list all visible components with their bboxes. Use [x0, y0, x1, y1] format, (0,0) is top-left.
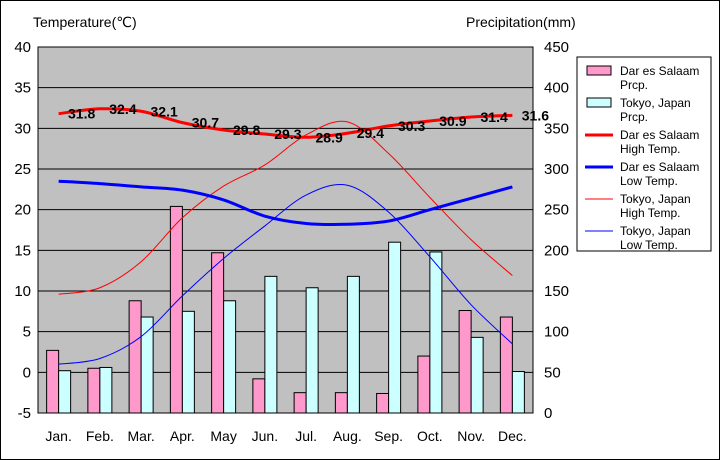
left-tick-label: 15: [14, 242, 31, 259]
bar: [264, 275, 278, 414]
legend-label: Dar es Salaam: [620, 160, 699, 174]
right-tick-label: 450: [544, 39, 569, 56]
right-tick-label: 0: [544, 405, 552, 422]
legend-swatch: [586, 97, 612, 108]
bar: [223, 300, 237, 414]
data-label: 28.9: [316, 129, 343, 145]
left-tick-label: 5: [23, 324, 31, 341]
bar: [334, 392, 348, 414]
bar: [429, 251, 443, 414]
data-label: 31.4: [481, 109, 508, 125]
bar: [458, 310, 472, 414]
series-line: [58, 107, 513, 139]
left-tick-label: -5: [18, 405, 31, 422]
legend-label: Low Temp.: [620, 174, 678, 188]
right-tick-label: 50: [544, 364, 561, 381]
bar: [252, 378, 266, 414]
month-label: Apr.: [170, 428, 195, 444]
bar: [511, 371, 525, 414]
legend-label: Dar es Salaam: [620, 64, 699, 78]
legend-label: Tokyo, Japan: [620, 192, 691, 206]
right-axis-title: Precipitation(mm): [466, 14, 576, 30]
legend-swatch: [586, 65, 612, 76]
data-label: 29.8: [233, 122, 260, 138]
bar: [87, 367, 101, 414]
month-label: Sep.: [374, 428, 403, 444]
data-label: 29.4: [357, 125, 384, 141]
bar: [417, 355, 431, 414]
series-line: [58, 179, 513, 227]
legend-label: High Temp.: [620, 142, 680, 156]
month-label: Oct.: [417, 428, 443, 444]
bar: [128, 300, 142, 414]
bar: [58, 370, 72, 414]
left-tick-label: 40: [14, 39, 31, 56]
legend-label: Low Temp.: [620, 238, 678, 252]
left-tick-label: 30: [14, 120, 31, 137]
data-label: 32.4: [109, 101, 136, 117]
legend-label: High Temp.: [620, 206, 680, 220]
legend-label: Tokyo, Japan: [620, 96, 691, 110]
month-label: Dec.: [498, 428, 527, 444]
left-tick-label: 10: [14, 283, 31, 300]
right-tick-label: 400: [544, 80, 569, 97]
bar: [499, 316, 513, 414]
month-label: Aug.: [333, 428, 362, 444]
data-label: 32.1: [151, 103, 178, 119]
bar: [388, 241, 402, 414]
right-tick-label: 200: [544, 242, 569, 259]
month-label: May: [210, 428, 236, 444]
series-line: [58, 184, 513, 365]
left-tick-label: 20: [14, 202, 31, 219]
right-tick-label: 350: [544, 120, 569, 137]
data-label: 30.9: [439, 113, 466, 129]
month-label: Mar.: [128, 428, 155, 444]
data-label: 31.6: [522, 107, 549, 123]
legend-box: [576, 56, 712, 252]
left-tick-label: 0: [23, 364, 31, 381]
legend-label: Dar es Salaam: [620, 128, 699, 142]
bar: [99, 366, 113, 414]
right-tick-label: 250: [544, 202, 569, 219]
bar: [140, 316, 154, 414]
bar: [376, 392, 390, 414]
bar: [181, 310, 195, 414]
legend-label: Prcp.: [620, 110, 648, 124]
bar: [169, 205, 183, 414]
data-label: 30.3: [398, 118, 425, 134]
left-axis-title: Temperature(℃): [33, 14, 137, 30]
data-label: 31.8: [68, 106, 95, 122]
series-line: [58, 120, 513, 295]
month-label: Nov.: [457, 428, 485, 444]
left-tick-label: 25: [14, 161, 31, 178]
bar: [346, 275, 360, 414]
bar: [293, 392, 307, 414]
data-label: 30.7: [192, 115, 219, 131]
plot-area: -505101520253035400501001502002503003504…: [14, 39, 569, 444]
legend-label: Tokyo, Japan: [620, 224, 691, 238]
right-tick-label: 300: [544, 161, 569, 178]
month-label: Feb.: [86, 428, 114, 444]
month-label: Jun.: [252, 428, 278, 444]
left-tick-label: 35: [14, 80, 31, 97]
month-label: Jul.: [295, 428, 317, 444]
bar: [46, 349, 60, 414]
right-tick-label: 150: [544, 283, 569, 300]
right-tick-label: 100: [544, 324, 569, 341]
bar: [211, 252, 225, 414]
bar: [470, 336, 484, 414]
month-label: Jan.: [45, 428, 71, 444]
legend-label: Prcp.: [620, 78, 648, 92]
data-label: 29.3: [274, 126, 301, 142]
bar: [305, 287, 319, 414]
